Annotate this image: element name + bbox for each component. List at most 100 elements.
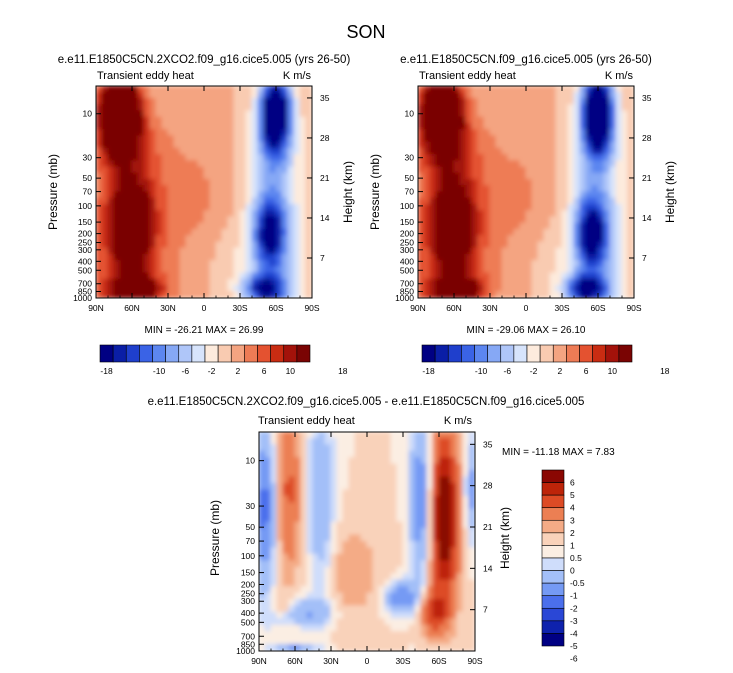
field-cell: [585, 97, 593, 106]
field-cell: [360, 637, 368, 646]
field-cell: [348, 605, 356, 613]
field-cell: [348, 470, 356, 478]
field-cell: [489, 91, 497, 99]
field-cell: [468, 450, 475, 459]
field-cell: [155, 285, 163, 293]
field-cell: [366, 579, 374, 588]
field-cell: [269, 191, 277, 199]
colorbar-label: -4: [570, 628, 578, 638]
field-cell: [459, 160, 467, 168]
field-cell: [402, 611, 410, 620]
field-cell: [573, 185, 581, 193]
field-cell: [609, 266, 617, 274]
field-cell: [489, 253, 497, 262]
field-cell: [531, 86, 539, 93]
field-cell: [519, 235, 527, 243]
field-cell: [185, 172, 193, 181]
field-cell: [259, 547, 266, 555]
field-cell: [203, 160, 211, 168]
field-cell: [113, 135, 121, 143]
colorbar-label: -6: [504, 366, 512, 376]
field-cell: [627, 122, 634, 131]
field-cell: [372, 483, 380, 491]
field-cell: [609, 179, 617, 187]
field-cell: [507, 253, 515, 262]
field-cell: [549, 104, 557, 112]
field-cell: [269, 253, 277, 262]
field-cell: [432, 573, 440, 581]
field-cell: [477, 141, 485, 149]
field-cell: [324, 444, 332, 452]
field-cell: [251, 97, 259, 106]
field-cell: [378, 521, 386, 530]
field-cell: [513, 272, 521, 280]
field-cell: [299, 278, 307, 287]
field-cell: [143, 160, 151, 168]
field-cell: [155, 116, 163, 124]
panel-a-axes: 90N 60N 30N 0 30S 60S 90S103050701001502002503…: [73, 85, 330, 313]
field-cell: [354, 560, 362, 568]
field-cell: [215, 191, 223, 199]
field-cell: [444, 637, 452, 646]
field-cell: [447, 147, 455, 156]
field-cell: [167, 272, 175, 280]
field-cell: [288, 521, 296, 530]
field-cell: [263, 110, 271, 118]
field-cell: [438, 553, 446, 562]
field-cell: [483, 216, 491, 224]
field-cell: [459, 104, 467, 112]
field-cell: [483, 278, 491, 287]
field-cell: [456, 618, 464, 626]
field-cell: [615, 272, 623, 280]
field-cell: [288, 611, 296, 620]
field-cell: [137, 235, 145, 243]
field-cell: [483, 203, 491, 212]
field-cell: [366, 618, 374, 626]
field-cell: [447, 228, 455, 237]
field-cell: [429, 122, 437, 131]
field-cell: [299, 116, 307, 124]
colorbar-box: [500, 344, 515, 363]
field-cell: [408, 495, 416, 504]
field-cell: [585, 222, 593, 230]
field-cell: [501, 147, 509, 156]
field-cell: [221, 197, 229, 205]
field-cell: [251, 160, 259, 168]
field-cell: [276, 631, 284, 639]
field-cell: [384, 463, 392, 472]
field-cell: [423, 160, 431, 168]
field-cell: [501, 166, 509, 174]
field-cell: [507, 160, 515, 168]
field-cell: [342, 624, 350, 633]
field-cell: [263, 147, 271, 156]
field-cell: [573, 266, 581, 274]
field-cell: [101, 154, 109, 162]
field-cell: [468, 573, 475, 581]
field-cell: [161, 172, 169, 181]
field-cell: [450, 515, 458, 523]
field-cell: [513, 266, 521, 274]
field-cell: [221, 278, 229, 287]
field-cell: [312, 611, 320, 620]
field-cell: [372, 611, 380, 620]
field-cell: [423, 116, 431, 124]
field-cell: [627, 97, 634, 106]
field-cell: [447, 235, 455, 243]
field-cell: [456, 502, 464, 510]
field-cell: [468, 592, 475, 600]
field-cell: [603, 116, 611, 124]
field-cell: [288, 573, 296, 581]
field-cell: [281, 179, 289, 187]
field-cell: [525, 116, 533, 124]
field-cell: [282, 624, 290, 633]
field-cell: [348, 495, 356, 504]
field-cell: [567, 228, 575, 237]
field-cell: [450, 476, 458, 485]
field-cell: [354, 586, 362, 594]
field-cell: [438, 579, 446, 588]
field-cell: [336, 586, 344, 594]
field-cell: [531, 216, 539, 224]
field-cell: [555, 272, 563, 280]
field-cell: [402, 508, 410, 517]
field-cell: [501, 197, 509, 205]
